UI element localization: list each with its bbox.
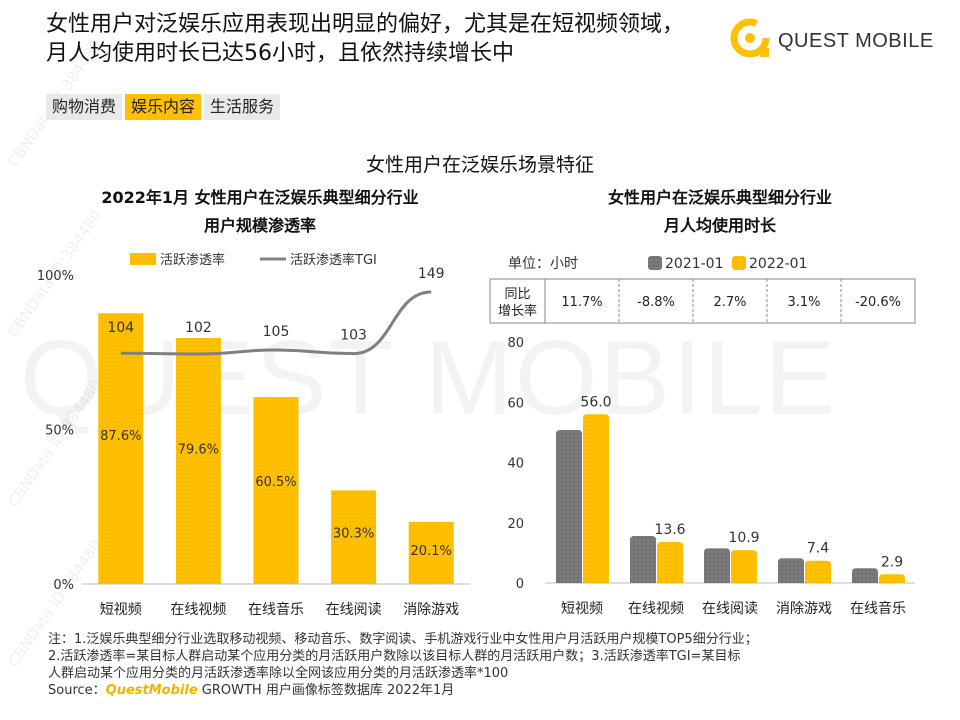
title-line-2: 月人均使用时长已达56小时，且依然持续增长中 — [46, 41, 514, 66]
bar-penetration — [98, 313, 144, 584]
data-label-2022: 2.9 — [881, 554, 903, 570]
bar-2021 — [852, 568, 878, 583]
right-chart-title-line-1: 女性用户在泛娱乐典型细分行业 — [607, 188, 832, 207]
tab-life-services[interactable]: 生活服务 — [204, 94, 281, 120]
x-tick-label: 消除游戏 — [403, 602, 459, 618]
note-line-3: 人群启动某个应用分类的月活跃渗透率除以全网该应用分类的月活跃渗透率*100 — [48, 666, 509, 681]
note-line-1: 注：1.泛娱乐典型细分行业选取移动视频、移动音乐、数字阅读、手机游戏行业中女性用… — [48, 632, 758, 647]
bar-2022 — [657, 542, 683, 583]
data-label-tgi: 103 — [340, 328, 367, 344]
bar-penetration — [408, 521, 454, 584]
bar-penetration — [331, 490, 377, 584]
x-tick-label: 在线音乐 — [850, 600, 906, 617]
bar-2022 — [583, 414, 609, 583]
x-tick-label: 在线视频 — [628, 601, 684, 617]
page-title: 女性用户对泛娱乐应用表现出明显的偏好，尤其是在短视频领域， 月人均使用时长已达5… — [46, 10, 736, 68]
title-line-1: 女性用户对泛娱乐应用表现出明显的偏好，尤其是在短视频领域， — [46, 12, 685, 37]
growth-table — [489, 278, 916, 324]
y-tick-label: 50% — [45, 424, 74, 439]
bar-penetration — [253, 397, 299, 584]
y-tick-label: 40 — [507, 457, 524, 472]
x-tick-label: 短视频 — [100, 602, 142, 618]
legend-swatch-2021 — [648, 256, 662, 270]
right-chart-title: 女性用户在泛娱乐典型细分行业 月人均使用时长 — [490, 184, 950, 240]
footnotes: 注：1.泛娱乐典型细分行业选取移动视频、移动音乐、数字阅读、手机游戏行业中女性用… — [48, 631, 928, 699]
growth-table-header: 增长率 — [498, 303, 537, 319]
data-label-2022: 13.6 — [654, 522, 685, 538]
data-label-tgi: 102 — [185, 320, 212, 336]
y-tick-label: 80 — [507, 336, 524, 351]
legend-swatch-2022 — [732, 256, 746, 270]
source-prefix: Source： — [48, 683, 106, 698]
bar-2021 — [630, 536, 656, 583]
bar-2022 — [879, 574, 905, 583]
tgi-line — [120, 290, 432, 356]
data-label-penetration: 30.3% — [333, 527, 374, 542]
left-chart-title-line-2: 用户规模渗透率 — [203, 216, 316, 235]
category-tabs: 购物消费 娱乐内容 生活服务 — [46, 94, 281, 120]
y-tick-label: 60 — [507, 396, 524, 411]
bar-2021 — [778, 558, 804, 583]
questmobile-logo: QUEST MOBILE — [728, 14, 933, 64]
unit-label: 单位：小时 — [508, 256, 578, 272]
growth-rate-cell: 11.7% — [561, 295, 602, 310]
data-label-2022: 56.0 — [580, 394, 611, 410]
charts-canvas: 100% 50% 0% 活跃渗透率 活跃渗透率TGI 87.6% 短视频 79.6% 在线视频 6… — [37, 252, 916, 618]
y-tick-label: 100% — [37, 269, 74, 284]
data-label-2022: 10.9 — [728, 530, 759, 546]
logo-icon — [730, 18, 770, 58]
left-chart-title: 2022年1月 女性用户在泛娱乐典型细分行业 用户规模渗透率 — [40, 184, 480, 240]
x-tick-label: 消除游戏 — [776, 601, 832, 617]
x-tick-label: 在线阅读 — [326, 601, 382, 618]
legend-label-2022: 2022-01 — [749, 256, 808, 272]
growth-rate-cell: -20.6% — [855, 295, 901, 310]
growth-rate-cell: 2.7% — [713, 295, 746, 310]
bar-2022 — [731, 550, 757, 583]
legend-label-penetration: 活跃渗透率 — [160, 252, 225, 268]
growth-table-header: 同比 — [504, 287, 530, 302]
x-tick-label: 在线音乐 — [248, 601, 304, 618]
data-label-tgi: 149 — [418, 266, 445, 282]
x-tick-label: 在线阅读 — [702, 600, 758, 617]
data-label-tgi: 105 — [263, 324, 290, 340]
x-tick-label: 在线视频 — [170, 602, 226, 618]
source-brand: QuestMobile — [105, 683, 198, 698]
x-tick-label: 短视频 — [561, 601, 603, 617]
bar-penetration — [175, 338, 221, 584]
right-chart-title-line-2: 月人均使用时长 — [663, 216, 776, 235]
growth-rate-cell: 3.1% — [787, 295, 820, 310]
note-line-2: 2.活跃渗透率=某目标人群启动某个应用分类的月活跃用户数除以该目标人群的月活跃用… — [48, 649, 741, 664]
data-label-penetration: 79.6% — [178, 443, 219, 458]
bar-2021 — [556, 429, 582, 583]
data-label-penetration: 87.6% — [100, 429, 141, 444]
legend-label-tgi: 活跃渗透率TGI — [290, 252, 377, 268]
bar-2021 — [704, 548, 730, 583]
legend-label-2021: 2021-01 — [665, 256, 724, 272]
legend-swatch-penetration — [130, 253, 156, 265]
data-label-penetration: 20.1% — [411, 544, 452, 559]
section-title: 女性用户在泛娱乐场景特征 — [365, 154, 594, 176]
data-label-penetration: 60.5% — [255, 475, 296, 490]
y-tick-label: 20 — [507, 517, 524, 532]
data-label-2022: 7.4 — [807, 541, 829, 557]
left-chart-title-line-1: 2022年1月 女性用户在泛娱乐典型细分行业 — [101, 188, 419, 207]
tab-entertainment[interactable]: 娱乐内容 — [125, 94, 202, 120]
tab-shopping[interactable]: 购物消费 — [46, 94, 123, 120]
growth-rate-cell: -8.8% — [637, 295, 675, 310]
bar-2022 — [805, 560, 831, 583]
y-tick-label: 0% — [53, 578, 74, 593]
source-suffix: GROWTH 用户画像标签数据库 2022年1月 — [197, 683, 455, 698]
logo-text: QUEST MOBILE — [778, 30, 934, 52]
y-tick-label: 0 — [516, 577, 524, 592]
data-label-tgi: 104 — [107, 320, 134, 336]
source-line: Source：QuestMobile GROWTH 用户画像标签数据库 2022… — [48, 682, 928, 699]
